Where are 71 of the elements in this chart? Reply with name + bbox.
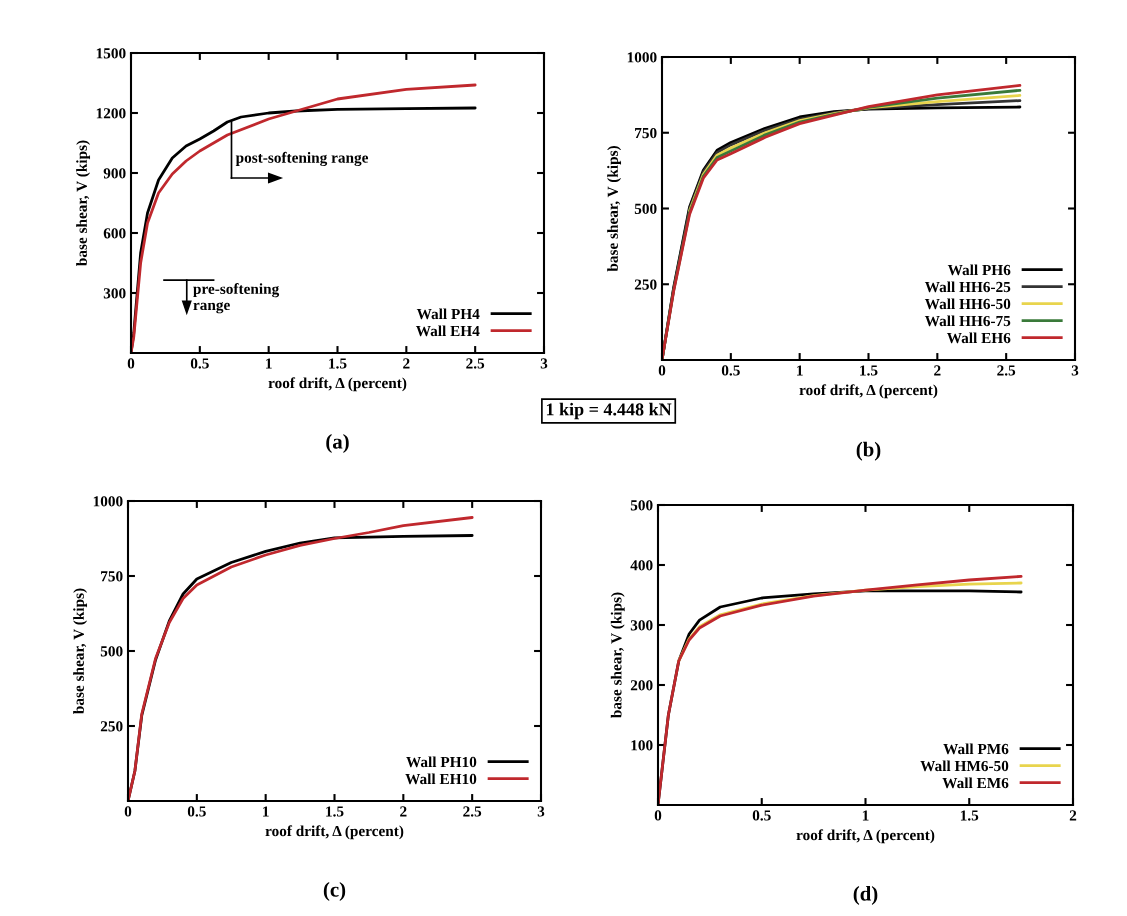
x-tick-label: 2	[400, 806, 407, 817]
y-tick-label: 900	[103, 168, 126, 179]
y-axis-title: base shear, V (kips)	[76, 140, 91, 266]
y-tick-label: 600	[103, 228, 126, 239]
legend-label: Wall PH10	[406, 756, 477, 768]
y-tick-label: 250	[100, 721, 123, 732]
x-axis-title: roof drift, Δ (percent)	[268, 377, 407, 392]
y-tick-label: 1200	[96, 108, 126, 119]
y-axis-title: base shear, V (kips)	[607, 146, 622, 272]
y-tick-label: 200	[630, 680, 653, 691]
y-axis-title: base shear, V (kips)	[610, 592, 625, 718]
x-tick-label: 1.5	[960, 810, 979, 821]
legend-label: Wall EH4	[415, 325, 480, 337]
x-tick-label: 3	[1071, 365, 1079, 376]
x-tick-label: 1.5	[860, 365, 878, 376]
x-tick-label: 0	[127, 358, 135, 369]
x-axis-title: roof drift, Δ (percent)	[265, 825, 404, 840]
legend-label: Wall EH6	[946, 332, 1011, 344]
x-tick-label: 3	[537, 806, 545, 817]
x-tick-label: 2	[1069, 810, 1077, 821]
y-tick-label: 500	[634, 203, 657, 214]
legend-label: Wall PH6	[947, 264, 1011, 276]
x-tick-label: 0	[654, 810, 662, 821]
y-axis-title: base shear, V (kips)	[73, 588, 88, 714]
text: (c)	[323, 882, 346, 901]
text: (b)	[856, 441, 881, 461]
x-tick-label: 1.5	[329, 358, 347, 369]
x-tick-label: 0.5	[187, 806, 206, 817]
text: (d)	[853, 886, 878, 905]
y-tick-label: 750	[101, 571, 123, 582]
x-axis-title: roof drift, Δ (percent)	[796, 829, 935, 844]
x-tick-label: 1	[797, 365, 803, 376]
y-tick-label: 300	[630, 620, 653, 631]
x-tick-label: 0	[124, 806, 132, 817]
y-tick-label: 1000	[627, 52, 657, 63]
annotation: post-softening range	[235, 151, 369, 166]
x-tick-label: 1	[862, 810, 869, 821]
x-axis-title: roof drift, Δ (percent)	[799, 384, 938, 399]
y-tick-label: 100	[631, 740, 653, 751]
y-tick-label: 750	[635, 127, 657, 139]
y-tick-label: 250	[634, 279, 657, 290]
y-tick-label: 500	[100, 646, 123, 657]
x-tick-label: 2	[403, 358, 410, 369]
text: 1 kip = 4.448 kN	[546, 402, 672, 420]
legend-label: Wall EH10	[405, 773, 477, 785]
legend-label: Wall HH6-25	[924, 281, 1011, 293]
x-tick-label: 1.5	[326, 806, 344, 817]
x-tick-label: 3	[540, 358, 548, 369]
x-tick-label: 0.5	[190, 358, 209, 369]
x-tick-label: 2.5	[466, 358, 485, 369]
legend-label: Wall EM6	[942, 777, 1009, 789]
x-tick-label: 1	[263, 806, 269, 817]
x-tick-label: 2	[934, 365, 941, 376]
x-tick-label: 0.5	[721, 365, 740, 376]
legend-label: Wall PM6	[943, 743, 1009, 755]
text: (a)	[326, 434, 349, 453]
x-tick-label: 2.5	[463, 806, 482, 817]
x-tick-label: 1	[266, 358, 272, 369]
y-tick-label: 1500	[96, 48, 126, 59]
x-tick-label: 0	[658, 365, 666, 376]
y-tick-label: 500	[630, 500, 653, 511]
x-tick-label: 0.5	[752, 810, 771, 821]
y-tick-label: 300	[103, 288, 126, 299]
legend-label: Wall PH4	[416, 308, 480, 320]
legend-label: Wall HH6-50	[924, 298, 1011, 310]
x-tick-label: 2.5	[997, 365, 1016, 376]
y-tick-label: 1000	[93, 496, 123, 507]
y-tick-label: 400	[630, 560, 653, 571]
legend-label: Wall HM6-50	[920, 760, 1009, 772]
annotation: pre-softening range	[193, 283, 280, 314]
legend-label: Wall HH6-75	[924, 315, 1011, 327]
